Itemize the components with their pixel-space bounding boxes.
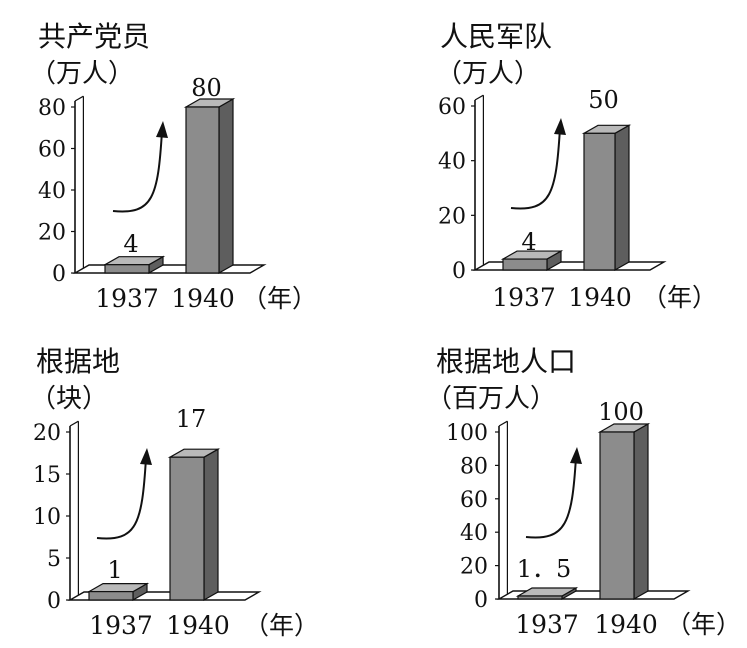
bar-side-1940: [614, 124, 630, 272]
y-unit-label: （块）: [30, 384, 108, 414]
data-label: 50: [588, 86, 619, 114]
bar-1940: [583, 132, 616, 271]
growth-arrow: [510, 127, 561, 210]
data-label: 4: [123, 230, 138, 258]
bar-side-1940: [218, 97, 234, 275]
y-tick-label: 80: [460, 454, 488, 479]
y-tick-label: 60: [438, 95, 466, 120]
y-tick-label: 20: [33, 421, 61, 446]
y-unit-label: （百万人）: [426, 384, 556, 414]
data-label: 80: [191, 74, 222, 102]
growth-arrow: [96, 457, 147, 540]
y-tick-label: 80: [38, 96, 66, 121]
x-tick-label: 1937: [492, 283, 556, 312]
chart-title: 根据地人口: [436, 345, 576, 378]
bar-1940: [599, 431, 635, 600]
x-tick-label: 1937: [95, 284, 159, 313]
y-tick-label: 20: [438, 204, 466, 229]
x-tick-label: 1940: [568, 283, 632, 312]
x-unit-label: （年）: [642, 283, 717, 312]
y-tick-label: 0: [474, 588, 488, 613]
bar-1937: [502, 258, 548, 271]
y-axis-cap: [69, 420, 79, 427]
bar-1940: [185, 106, 220, 274]
growth-arrowhead: [554, 118, 566, 135]
y-tick-label: 20: [38, 221, 66, 246]
y-tick-label: 0: [52, 262, 66, 287]
y-tick-label: 15: [33, 463, 61, 488]
x-tick-label: 1937: [515, 610, 579, 639]
y-tick-label: 5: [47, 547, 61, 572]
data-label: 1: [107, 556, 122, 584]
chart-title: 根据地: [36, 345, 120, 378]
x-unit-label: （年）: [666, 610, 741, 639]
growth-arrowhead: [570, 447, 582, 464]
growth-arrowhead: [156, 121, 168, 138]
y-axis-cap: [498, 420, 508, 427]
bar-1940: [169, 456, 205, 601]
y-unit-label: （万人）: [30, 59, 134, 89]
bar-side-1940: [203, 448, 219, 602]
y-tick-label: 0: [47, 589, 61, 614]
x-unit-label: （年）: [242, 284, 317, 313]
chart-title: 人民军队: [440, 20, 552, 53]
y-tick-label: 60: [460, 488, 488, 513]
x-tick-label: 1940: [171, 284, 235, 313]
growth-arrow: [525, 456, 577, 539]
growth-arrowhead: [140, 448, 152, 465]
bar-1937: [517, 595, 563, 600]
x-tick-label: 1940: [166, 611, 230, 640]
y-tick-label: 20: [460, 555, 488, 580]
data-label: 100: [598, 398, 644, 426]
bar-1937: [88, 590, 134, 601]
y-tick-label: 100: [446, 421, 488, 446]
data-label: 1．5: [517, 555, 572, 583]
bar-1937: [104, 264, 150, 274]
y-unit-label: （万人）: [436, 59, 540, 89]
y-tick-label: 40: [438, 150, 466, 175]
chart-title: 共产党员: [38, 20, 150, 53]
x-tick-label: 1937: [89, 611, 153, 640]
growth-arrow: [112, 130, 163, 213]
y-tick-label: 60: [38, 138, 66, 163]
x-tick-label: 1940: [594, 610, 658, 639]
bar-side-1940: [633, 422, 649, 601]
data-label: 4: [521, 228, 536, 256]
data-label: 17: [176, 405, 207, 433]
y-tick-label: 40: [38, 179, 66, 204]
y-axis-cap: [474, 94, 484, 101]
y-tick-label: 0: [452, 259, 466, 284]
x-axis-floor: [72, 264, 267, 274]
x-unit-label: （年）: [244, 611, 319, 640]
y-tick-label: 40: [460, 521, 488, 546]
y-tick-label: 10: [33, 505, 61, 530]
y-axis-cap: [74, 95, 84, 102]
